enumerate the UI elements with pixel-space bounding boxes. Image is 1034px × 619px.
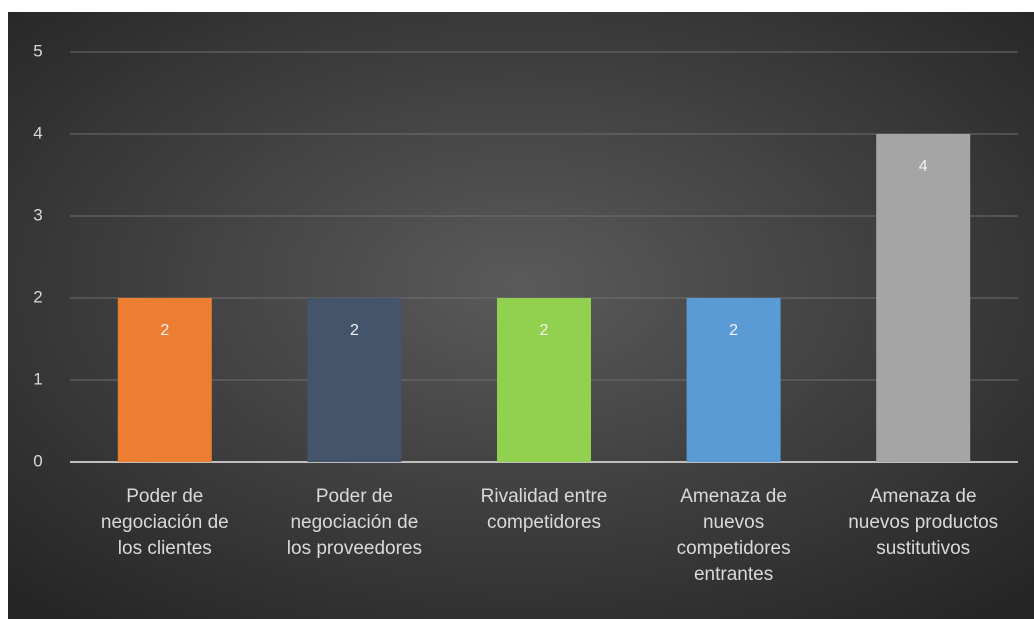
data-label: 2 [729,322,738,339]
x-tick-label: Amenaza de nuevos productos sustitutivos [848,486,998,559]
y-tick-label: 0 [33,451,42,470]
data-label: 2 [350,322,359,339]
bar [497,298,591,462]
bar [876,134,971,462]
x-tick-label: Amenaza de nuevos competidores entrantes [677,486,791,585]
bar [686,298,781,462]
x-tick-label: Poder de negociación de los clientes [101,486,229,559]
y-tick-label: 3 [33,205,42,224]
data-label: 2 [540,322,549,339]
bar [117,298,212,462]
bar [307,298,402,462]
y-tick-label: 4 [33,123,42,142]
y-tick-label: 5 [33,41,42,60]
x-tick-label: Rivalidad entre competidores [481,486,608,533]
data-label: 2 [160,322,169,339]
x-tick-label: Poder de negociación de los proveedores [287,486,422,559]
y-tick-label: 1 [33,369,42,388]
y-tick-label: 2 [33,287,42,306]
data-label: 4 [919,158,928,175]
